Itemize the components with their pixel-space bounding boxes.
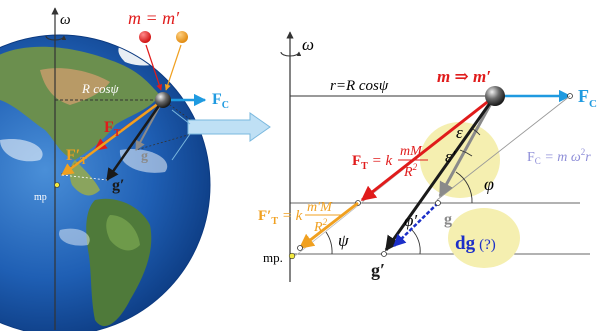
left-mass-equation: m = m′ [128, 8, 180, 28]
right-gravity-vector [360, 94, 496, 202]
transition-link-2 [171, 133, 191, 161]
right-fc-parallel-line [436, 95, 571, 201]
right-omega: ω [302, 35, 314, 54]
red-mass-pointer [145, 44, 163, 91]
left-gp-label: g′ [112, 177, 125, 194]
transition-link-1 [171, 109, 191, 125]
right-mass-ball [485, 86, 505, 106]
epsilon-label: ε [456, 123, 463, 142]
psi-label: ψ [338, 231, 349, 250]
left-ft-main: F [104, 119, 114, 136]
fc-formula-sup: 2 [581, 147, 586, 157]
psi-arc [325, 231, 333, 255]
right-fc-main: F [578, 86, 589, 106]
right-gp-tip [381, 251, 387, 257]
left-mass-ball [155, 92, 171, 108]
ftp-formula-main: F′ [258, 208, 271, 224]
fc-formula-sub: C [535, 156, 541, 166]
right-gp-label: g′ [371, 260, 385, 280]
right-dg-label: dg (?) [455, 233, 496, 254]
left-fc-sub: C [222, 100, 229, 111]
phi-prime-arc [411, 229, 421, 255]
epsilon-arc [472, 128, 481, 136]
ft-den-sup: 2 [413, 162, 418, 172]
left-rotation-arrow [45, 35, 67, 41]
left-g-label: g [141, 149, 148, 164]
ft-formula-numerator: mM [400, 144, 423, 159]
fc-formula-r: r [585, 150, 591, 165]
left-parallelogram-dashed-1 [162, 99, 206, 131]
ft-formula-main: F [352, 153, 361, 169]
right-fc-formula: FC = m ω2r [527, 147, 591, 166]
ftp-den-main: R [313, 220, 323, 235]
right-dg-question: (?) [479, 237, 496, 253]
orange-mass-ball [176, 31, 188, 43]
right-mass-transform: m ⇒ m′ [437, 67, 491, 86]
ft-den-main: R [403, 165, 413, 180]
ftp-formula-eq: = k [278, 208, 303, 224]
right-ft-formula: FT = k [352, 153, 392, 172]
right-g-label: g [444, 211, 452, 228]
right-fc-sub: C [589, 98, 597, 110]
dg-highlight [448, 208, 520, 268]
left-ft-sub: T [114, 128, 121, 139]
ftp-den-sup: 2 [323, 217, 328, 227]
right-mp-dot [288, 252, 296, 260]
ftp-formula-denominator: R2 [313, 217, 328, 235]
right-dg-main: dg [455, 233, 476, 254]
right-ftp-tip [297, 245, 303, 251]
left-fc-label: FC [212, 91, 229, 111]
right-r-equation: r=R cosψ [330, 78, 389, 94]
left-mp-label: mp [34, 192, 47, 203]
right-dg-vector [393, 202, 439, 247]
phi-label: φ [484, 174, 494, 194]
left-g-prime-vector [105, 99, 165, 182]
epsilon-prime-label: ε′ [445, 147, 456, 166]
ft-formula-sub: T [361, 161, 368, 172]
ftp-formula-sub: T [271, 216, 278, 227]
left-parallelogram-dashed-3 [61, 174, 108, 181]
epsilon-prime-arc [459, 149, 473, 157]
left-ftp-main: F′ [66, 147, 80, 164]
left-ft-label: FT [104, 119, 121, 139]
left-ftp-label: F′T [66, 147, 87, 167]
left-r-cos-label: R cosψ [81, 81, 120, 96]
earth-globe [0, 34, 211, 331]
orange-mass-pointer [164, 44, 182, 91]
right-fc-label: FC [578, 86, 597, 110]
fc-formula-main: F [527, 150, 535, 165]
fc-formula-eq: = m ω [541, 150, 581, 165]
right-gravity-prime-vector [298, 201, 359, 250]
right-ftp-formula: F′T = k [258, 208, 303, 227]
left-ftp-sub: T [80, 156, 87, 167]
continents [0, 42, 170, 327]
right-g-prime-vector [384, 95, 497, 252]
transition-arrow [187, 112, 271, 142]
ft-formula-eq: = k [368, 153, 393, 169]
right-rotation-arrow [280, 51, 302, 57]
right-g-tip [435, 200, 441, 206]
left-mp-dot [54, 182, 60, 188]
left-fc-main: F [212, 91, 222, 108]
right-g-vector [438, 95, 497, 198]
phi-prime-label: φ′ [404, 211, 417, 230]
ftp-formula-numerator: m′M [307, 200, 333, 215]
left-omega: ω [60, 12, 71, 28]
left-gravity-prime-vector [60, 98, 164, 177]
phi-arc [455, 171, 473, 204]
right-mp-label: mp. [263, 250, 283, 265]
red-mass-ball [139, 31, 151, 43]
ft-formula-denominator: R2 [403, 162, 418, 180]
